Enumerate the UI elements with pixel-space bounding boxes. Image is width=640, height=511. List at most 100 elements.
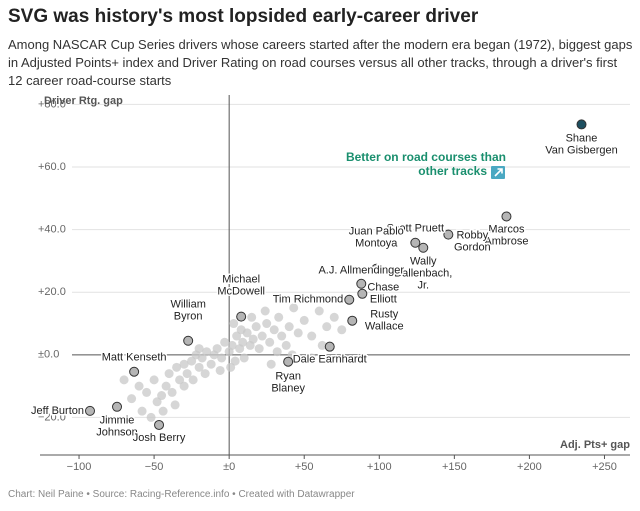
point: [296, 293, 306, 303]
point-label: Ambrose: [484, 235, 528, 247]
point: [257, 331, 267, 341]
point: [251, 322, 261, 332]
point: [182, 369, 192, 379]
point: [260, 306, 270, 316]
point: [307, 353, 317, 363]
point: [266, 359, 276, 369]
y-axis-label: Driver Rtg. gap: [44, 95, 123, 107]
point: [226, 362, 236, 372]
point: [329, 312, 339, 322]
point: [200, 369, 210, 379]
point-label: Wallace: [365, 321, 404, 333]
point: [164, 369, 174, 379]
y-tick-label: +20.0: [38, 286, 66, 298]
point: [236, 325, 246, 335]
point: [175, 375, 185, 385]
point: [142, 387, 152, 397]
x-tick-label: +150: [442, 461, 467, 473]
footer: Chart: Neil Paine • Source: Racing-Refer…: [8, 489, 355, 500]
x-tick-label: −100: [67, 461, 92, 473]
point: [112, 401, 123, 412]
point: [254, 344, 264, 354]
point: [277, 331, 287, 341]
point: [212, 344, 222, 354]
x-tick-label: +200: [517, 461, 542, 473]
point: [188, 375, 198, 385]
point: [229, 319, 239, 329]
point-label: Dallenbach,: [394, 268, 452, 280]
point: [161, 381, 171, 391]
chart-subtitle: Among NASCAR Cup Series drivers whose ca…: [8, 37, 633, 88]
annotation: Better on road courses than: [346, 150, 506, 164]
point: [227, 340, 237, 350]
point: [149, 375, 159, 385]
point: [269, 325, 279, 335]
point: [247, 312, 257, 322]
point: [357, 288, 368, 299]
point: [337, 325, 347, 335]
point: [239, 353, 249, 363]
point: [134, 381, 144, 391]
point: [217, 353, 227, 363]
point: [501, 211, 512, 222]
point: [119, 375, 129, 385]
point: [158, 406, 168, 416]
point: [137, 406, 147, 416]
point: [146, 412, 156, 422]
point: [289, 303, 299, 313]
point: [265, 337, 275, 347]
point: [418, 242, 429, 253]
point: [232, 331, 242, 341]
annotation-icon: [491, 166, 505, 179]
point-label: Rusty: [370, 309, 399, 321]
point-label: Chase: [367, 282, 399, 294]
point-label: Ryan: [275, 371, 301, 383]
point: [154, 419, 165, 430]
point: [127, 394, 137, 404]
point: [347, 315, 358, 326]
point-label: Byron: [174, 311, 203, 323]
point-label: Jeff Burton: [31, 405, 84, 417]
point: [262, 319, 272, 329]
point: [283, 356, 294, 367]
y-tick-label: +80.0: [38, 98, 66, 110]
grid: −20.0 ±0.0 +20.0 +40.0 +60.0 +80.0 −100 −50 ±0 +5…: [38, 95, 630, 473]
point-label: Robby: [456, 230, 488, 242]
x-tick-label: +50: [295, 461, 314, 473]
point-label: Dale Earnhardt: [293, 354, 367, 366]
point: [179, 359, 189, 369]
point: [238, 337, 248, 347]
point-label: William: [170, 299, 205, 311]
point: [356, 278, 367, 289]
point-label: Montoya: [355, 238, 398, 250]
y-tick-label: +40.0: [38, 224, 66, 236]
point: [410, 237, 421, 248]
x-tick-label: +250: [592, 461, 617, 473]
point: [443, 229, 454, 240]
point: [322, 322, 332, 332]
point: [576, 119, 587, 130]
point-label: Johnson: [96, 427, 138, 439]
y-tick-label: +60.0: [38, 161, 66, 173]
chart: −20.0 ±0.0 +20.0 +40.0 +60.0 +80.0 −100 −50 ±0 +5…: [29, 95, 630, 473]
point-label: Blaney: [271, 383, 305, 395]
annotation: other tracks: [418, 164, 487, 178]
point: [197, 353, 207, 363]
x-tick-label: +100: [367, 461, 392, 473]
x-tick-label: ±0: [223, 461, 235, 473]
point: [284, 322, 294, 332]
point: [371, 263, 382, 274]
point: [170, 400, 180, 410]
chart-title: SVG was history's most lopsided early-ca…: [8, 6, 479, 27]
point-label: Elliott: [370, 294, 397, 306]
point: [314, 306, 324, 316]
header: SVG was history's most lopsided early-ca…: [8, 6, 634, 90]
point: [236, 311, 247, 322]
point: [187, 356, 197, 366]
point-label: Shane: [566, 132, 598, 144]
point: [299, 315, 309, 325]
point: [248, 334, 258, 344]
point: [220, 337, 230, 347]
point-label: Gordon: [454, 242, 491, 254]
